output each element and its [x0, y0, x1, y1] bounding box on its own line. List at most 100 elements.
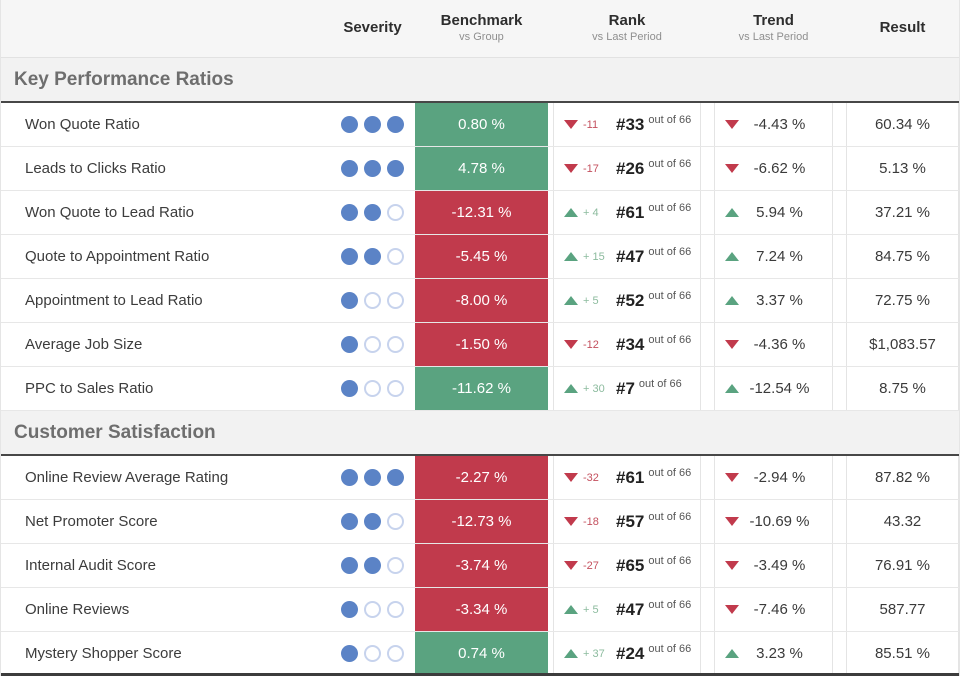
rank-suffix: out of 66 — [648, 201, 692, 214]
trend-direction-icon — [725, 473, 739, 482]
severity-dot-icon — [364, 380, 381, 397]
column-header-severity: Severity — [335, 19, 410, 38]
table-body: Key Performance Ratios Won Quote Ratio 0… — [1, 58, 959, 676]
rank-suffix: out of 66 — [648, 466, 692, 479]
benchmark-value-cell: -8.00 % — [415, 279, 548, 322]
benchmark-value-cell: 4.78 % — [415, 147, 548, 190]
rank-suffix: out of 66 — [648, 157, 692, 170]
metric-label: Online Review Average Rating — [25, 469, 229, 486]
severity-dot-icon — [341, 380, 358, 397]
metric-label: Mystery Shopper Score — [25, 645, 182, 662]
table-row[interactable]: Won Quote Ratio 0.80 % -11 #33 out of 66… — [1, 103, 959, 147]
trend-direction-icon — [725, 384, 739, 393]
table-row[interactable]: Won Quote to Lead Ratio -12.31 % + 4 #61… — [1, 191, 959, 235]
rank-position: #47 — [616, 246, 645, 266]
column-header-label: Rank — [608, 12, 646, 30]
trend-cell: -6.62 % — [714, 147, 833, 190]
severity-dot-icon — [341, 513, 358, 530]
trend-cell: -12.54 % — [714, 367, 833, 410]
rank-change: + 15 — [564, 251, 616, 263]
rank-delta: -11 — [583, 118, 599, 131]
table-row[interactable]: Average Job Size -1.50 % -12 #34 out of … — [1, 323, 959, 367]
benchmark-value-cell: -3.34 % — [415, 588, 548, 631]
rank-cell: -18 #57 out of 66 — [553, 500, 701, 543]
metric-label: Appointment to Lead Ratio — [25, 292, 203, 309]
trend-value: -6.62 % — [753, 160, 806, 177]
section-rows: Online Review Average Rating -2.27 % -32… — [1, 456, 959, 676]
severity-dot-icon — [364, 116, 381, 133]
trend-value: 3.37 % — [756, 292, 803, 309]
table-row[interactable]: Quote to Appointment Ratio -5.45 % + 15 … — [1, 235, 959, 279]
severity-dot-icon — [387, 469, 404, 486]
trend-value: 7.24 % — [756, 248, 803, 265]
table-section: Customer Satisfaction Online Review Aver… — [1, 411, 959, 676]
rank-change: -18 — [564, 516, 616, 528]
table-row[interactable]: PPC to Sales Ratio -11.62 % + 30 #7 out … — [1, 367, 959, 411]
rank-suffix: out of 66 — [648, 510, 692, 523]
metric-label: Won Quote to Lead Ratio — [25, 204, 194, 221]
severity-indicator — [335, 500, 410, 543]
rank-delta: -18 — [583, 515, 599, 528]
rank-delta: -27 — [583, 559, 599, 572]
table-row[interactable]: Internal Audit Score -3.74 % -27 #65 out… — [1, 544, 959, 588]
severity-dot-icon — [387, 336, 404, 353]
metric-label: Internal Audit Score — [25, 557, 156, 574]
rank-position: #65 — [616, 555, 645, 575]
column-header-sublabel: vs Group — [459, 31, 504, 43]
severity-dot-icon — [364, 160, 381, 177]
trend-value: -2.94 % — [753, 469, 806, 486]
severity-dot-icon — [364, 336, 381, 353]
rank-delta: + 5 — [583, 603, 599, 616]
trend-value: -12.54 % — [749, 380, 810, 397]
rank-position: #52 — [616, 290, 645, 310]
rank-delta: + 4 — [583, 206, 599, 219]
table-row[interactable]: Mystery Shopper Score 0.74 % + 37 #24 ou… — [1, 632, 959, 676]
result-value: 85.51 % — [846, 632, 959, 675]
table-row[interactable]: Net Promoter Score -12.73 % -18 #57 out … — [1, 500, 959, 544]
result-value: 60.34 % — [846, 103, 959, 146]
column-header-label: Trend — [753, 12, 794, 30]
rank-cell: -11 #33 out of 66 — [553, 103, 701, 146]
rank-suffix: out of 66 — [648, 642, 692, 655]
severity-indicator — [335, 323, 410, 366]
severity-dot-icon — [364, 204, 381, 221]
trend-value: 5.94 % — [756, 204, 803, 221]
table-section: Key Performance Ratios Won Quote Ratio 0… — [1, 58, 959, 411]
severity-dot-icon — [364, 469, 381, 486]
result-value: 37.21 % — [846, 191, 959, 234]
benchmark-value-cell: -5.45 % — [415, 235, 548, 278]
rank-direction-icon — [564, 164, 578, 173]
table-row[interactable]: Online Reviews -3.34 % + 5 #47 out of 66… — [1, 588, 959, 632]
trend-direction-icon — [725, 649, 739, 658]
rank-position: #47 — [616, 599, 645, 619]
rank-change: -32 — [564, 472, 616, 484]
table-row[interactable]: Online Review Average Rating -2.27 % -32… — [1, 456, 959, 500]
trend-cell: 3.23 % — [714, 632, 833, 675]
section-header: Key Performance Ratios — [1, 58, 959, 103]
rank-delta: + 5 — [583, 294, 599, 307]
table-row[interactable]: Leads to Clicks Ratio 4.78 % -17 #26 out… — [1, 147, 959, 191]
trend-value: -10.69 % — [749, 513, 810, 530]
trend-direction-icon — [725, 296, 739, 305]
rank-delta: -32 — [583, 471, 599, 484]
result-value: $1,083.57 — [846, 323, 959, 366]
severity-dot-icon — [364, 645, 381, 662]
rank-direction-icon — [564, 384, 578, 393]
metric-label: PPC to Sales Ratio — [25, 380, 154, 397]
rank-delta: + 30 — [583, 382, 605, 395]
rank-suffix: out of 66 — [648, 598, 692, 611]
rank-position: #34 — [616, 334, 645, 354]
metric-label: Leads to Clicks Ratio — [25, 160, 166, 177]
rank-position: #7 — [616, 378, 635, 398]
rank-suffix: out of 66 — [648, 289, 692, 302]
trend-direction-icon — [725, 605, 739, 614]
rank-change: + 4 — [564, 207, 616, 219]
benchmark-value-cell: -11.62 % — [415, 367, 548, 410]
trend-value: -7.46 % — [753, 601, 806, 618]
rank-direction-icon — [564, 120, 578, 129]
table-row[interactable]: Appointment to Lead Ratio -8.00 % + 5 #5… — [1, 279, 959, 323]
rank-delta: -17 — [583, 162, 599, 175]
result-value: 587.77 — [846, 588, 959, 631]
trend-cell: -3.49 % — [714, 544, 833, 587]
benchmark-value-cell: -1.50 % — [415, 323, 548, 366]
